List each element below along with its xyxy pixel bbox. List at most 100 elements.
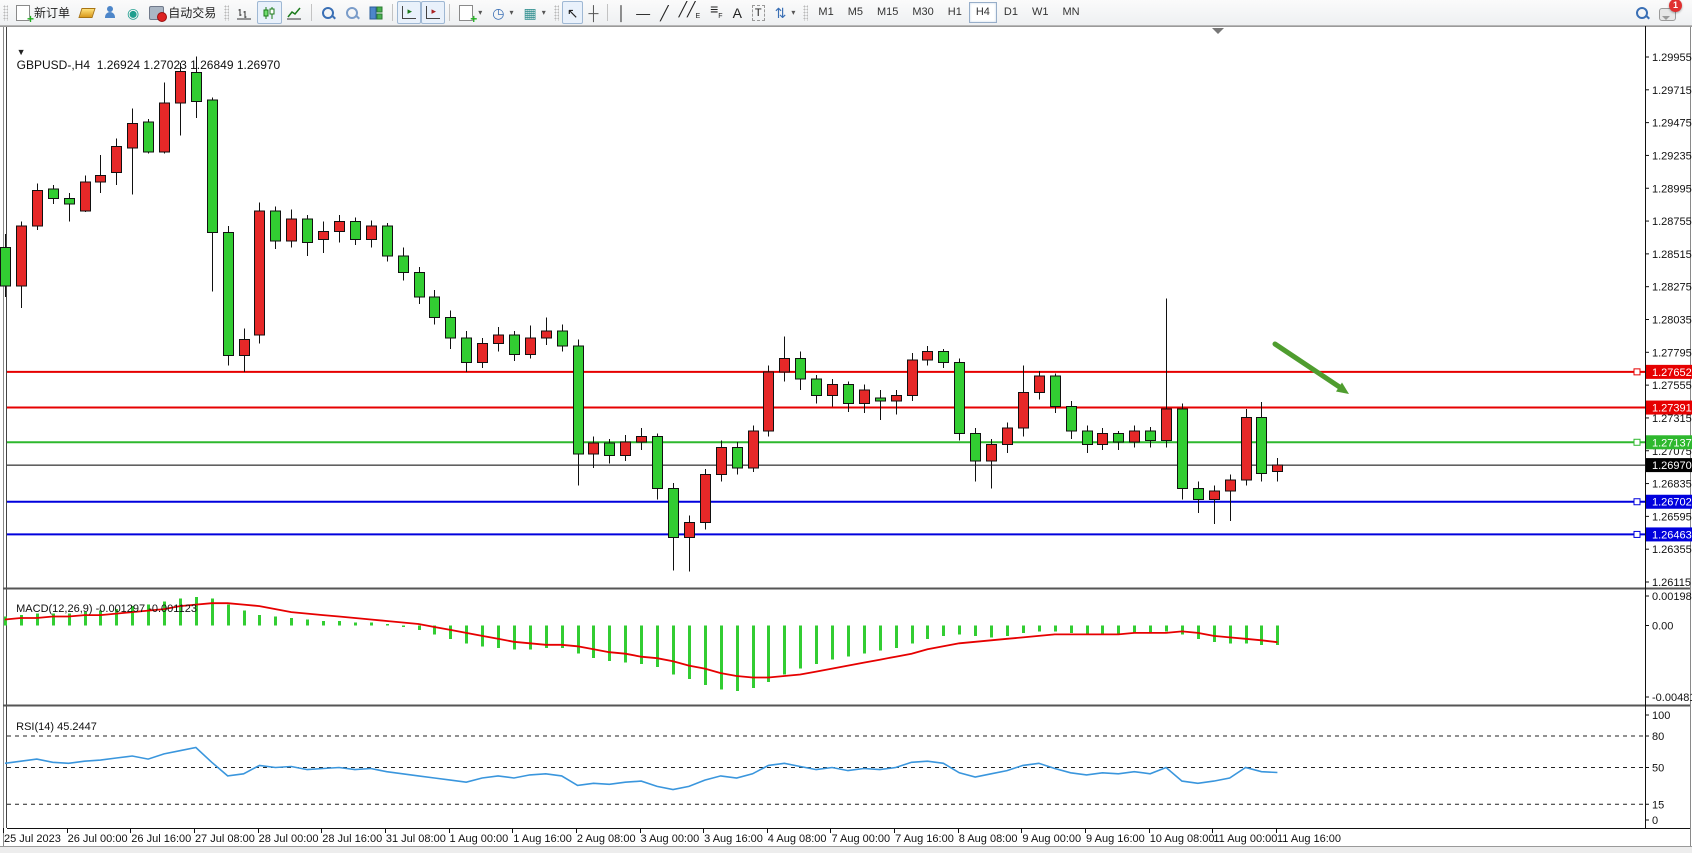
label-tool-button[interactable]: T — [747, 1, 770, 24]
vertical-line-icon: │ — [617, 4, 627, 21]
svg-text:1.26702: 1.26702 — [1652, 497, 1692, 509]
timeframe-button-h1[interactable]: H1 — [947, 6, 962, 18]
candlestick-button[interactable] — [257, 1, 283, 24]
autotrading-label: 自动交易 — [168, 6, 217, 20]
crosshair-button[interactable]: ┼ — [583, 1, 603, 24]
chart-background — [0, 26, 1692, 853]
svg-text:26 Jul 16:00: 26 Jul 16:00 — [131, 833, 191, 845]
svg-text:1 Aug 16:00: 1 Aug 16:00 — [513, 833, 572, 845]
fibonacci-button[interactable]: ≡F — [705, 1, 727, 24]
timeframe-button-d1[interactable]: D1 — [1003, 6, 1018, 18]
svg-text:1.28755: 1.28755 — [1652, 216, 1692, 228]
svg-text:1.28035: 1.28035 — [1652, 315, 1692, 327]
horizontal-line-button[interactable]: — — [631, 1, 655, 24]
symbol-period-label: GBPUSD-,H4 — [16, 58, 91, 72]
timeframe-button-m30[interactable]: M30 — [912, 6, 934, 18]
timeframe-button-m1[interactable]: M1 — [818, 6, 834, 18]
svg-text:3 Aug 00:00: 3 Aug 00:00 — [641, 833, 700, 845]
indicators-icon: + — [459, 4, 477, 25]
channel-button[interactable]: ╱╱E — [674, 1, 706, 24]
signals-icon: ◉ — [127, 4, 140, 21]
templates-button[interactable]: ▦ ▾ — [523, 4, 546, 21]
svg-text:25 Jul 2023: 25 Jul 2023 — [4, 833, 61, 845]
line-handle[interactable] — [1633, 498, 1641, 506]
market-icon — [78, 7, 96, 18]
svg-text:1.26835: 1.26835 — [1652, 479, 1692, 491]
svg-text:1.26595: 1.26595 — [1652, 511, 1692, 523]
label-tool-icon: T — [751, 4, 765, 21]
candlestick-icon — [263, 6, 275, 19]
toolbar-grip[interactable] — [224, 4, 230, 21]
macd-signal-line — [4, 602, 1278, 679]
vertical-line-button[interactable]: │ — [612, 1, 631, 24]
macd-indicator-label: MACD(12,26,9) -0.001297 -0.001123 — [16, 603, 197, 615]
toolbar-grip[interactable] — [803, 4, 809, 21]
periods-button[interactable]: ◷ ▾ — [492, 4, 514, 21]
new-order-button[interactable]: + 新订单 — [11, 1, 75, 25]
timeframe-button-m15[interactable]: M15 — [876, 6, 899, 18]
text-tool-button[interactable]: A — [728, 1, 747, 24]
svg-text:9 Aug 00:00: 9 Aug 00:00 — [1022, 833, 1081, 845]
ohlc-readout: 1.26924 1.27023 1.26849 1.26970 — [96, 58, 281, 72]
arrows-tool-button[interactable]: ⇅ ▾ — [774, 4, 796, 21]
autotrading-button[interactable]: 自动交易 — [144, 1, 221, 24]
price-axis[interactable]: 1.29955 1.29715 1.29475 1.29235 1.28995 1.287… — [1645, 52, 1692, 589]
line-handle[interactable] — [1633, 438, 1641, 446]
svg-text:1.27555: 1.27555 — [1652, 380, 1692, 392]
svg-text:1.27795: 1.27795 — [1652, 347, 1692, 359]
toolbar-grip[interactable] — [3, 4, 8, 21]
svg-text:9 Aug 16:00: 9 Aug 16:00 — [1086, 833, 1145, 845]
community-button[interactable] — [99, 1, 122, 24]
svg-text:1.27391: 1.27391 — [1652, 403, 1692, 415]
bar-chart-button[interactable] — [232, 1, 257, 24]
time-axis[interactable]: 25 Jul 2023 26 Jul 00:00 26 Jul 16:00 27 Ju… — [3, 828, 1342, 845]
auto-scroll-button[interactable]: ▸ — [397, 1, 422, 24]
timeframe-button-w1[interactable]: W1 — [1031, 6, 1049, 18]
trendline-button[interactable]: ╱ — [655, 1, 673, 24]
line-chart-button[interactable] — [282, 1, 307, 24]
svg-text:-0.00481: -0.00481 — [1652, 692, 1692, 704]
chart-title: ▼ GBPUSD-,H4 1.26924 1.27023 1.26849 1.2… — [10, 30, 281, 72]
svg-text:26 Jul 00:00: 26 Jul 00:00 — [68, 833, 128, 845]
market-button[interactable] — [75, 1, 99, 24]
toolbar-grip[interactable] — [553, 4, 559, 21]
svg-text:7 Aug 16:00: 7 Aug 16:00 — [895, 833, 954, 845]
zoom-out-button[interactable] — [340, 1, 364, 24]
clock-icon: ◷ — [492, 4, 505, 21]
zoom-in-button[interactable] — [316, 1, 340, 24]
notifications-button[interactable]: 1 — [1654, 0, 1684, 24]
level-lines[interactable]: 1.27652 1.27391 1.27137 1.26702 1.26463 1.269… — [7, 364, 1692, 542]
svg-text:28 Jul 16:00: 28 Jul 16:00 — [322, 833, 382, 845]
macd-pane: 0.001981 0.00 -0.00481 — [4, 591, 1692, 704]
cursor-button[interactable]: ↖ — [561, 1, 584, 24]
svg-text:1.29475: 1.29475 — [1652, 118, 1692, 130]
arrows-tool-icon: ⇅ — [774, 4, 787, 21]
tile-windows-button[interactable] — [364, 1, 388, 24]
svg-text:31 Jul 08:00: 31 Jul 08:00 — [386, 833, 446, 845]
chart-shift-button[interactable]: ▸ — [421, 1, 446, 24]
timeframe-button-mn[interactable]: MN — [1062, 6, 1080, 18]
chart-shift-icon: ▸ — [426, 6, 441, 19]
trendline-icon: ╱ — [660, 4, 669, 21]
svg-text:0: 0 — [1652, 815, 1658, 827]
chart-shift-marker[interactable] — [1212, 28, 1224, 34]
community-person-icon — [104, 6, 117, 19]
line-handle[interactable] — [1633, 530, 1641, 538]
timeframe-button-m5[interactable]: M5 — [847, 6, 863, 18]
annotation-arrow[interactable] — [1272, 341, 1349, 394]
horizontal-line-icon: — — [636, 4, 651, 21]
timeframe-button-h4[interactable]: H4 — [968, 2, 997, 23]
signals-button[interactable]: ◉ — [122, 1, 144, 24]
zoom-in-icon — [321, 6, 337, 20]
one-click-trading-arrow-icon[interactable]: ▼ — [16, 47, 26, 57]
svg-text:0.001981: 0.001981 — [1652, 591, 1692, 603]
pane-separators[interactable] — [3, 26, 1690, 829]
notification-badge: 1 — [1669, 0, 1682, 12]
new-order-icon: + — [16, 4, 34, 25]
line-handle[interactable] — [1633, 368, 1641, 376]
svg-text:1.28275: 1.28275 — [1652, 282, 1692, 294]
indicators-button[interactable]: + ▾ — [454, 1, 487, 25]
search-button[interactable] — [1630, 1, 1654, 24]
